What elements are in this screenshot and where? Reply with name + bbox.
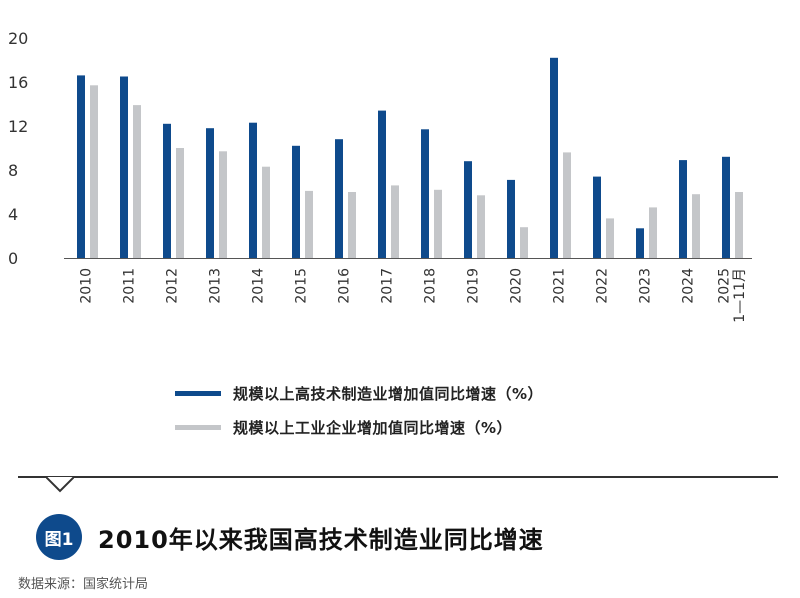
- x-axis: 2010 2011 2012 2013 2014 2015 2016 2017 2018 2019…: [64, 258, 752, 323]
- y-tick-label: 16: [8, 73, 28, 92]
- bar-high-tech: [679, 160, 687, 258]
- bar-high-tech: [120, 76, 128, 258]
- bar-high-tech: [550, 57, 558, 258]
- x-tick-label: 2021: [552, 268, 568, 304]
- y-tick-label: 0: [8, 249, 18, 268]
- bar-industrial: [262, 166, 270, 258]
- legend-swatch-high-tech: [175, 390, 221, 396]
- x-tick-label: 2024: [681, 268, 697, 304]
- bar-industrial: [434, 189, 442, 258]
- x-tick-label: 2013: [208, 268, 224, 304]
- caption-divider: [18, 476, 778, 478]
- bar-industrial: [692, 194, 700, 258]
- legend: 规模以上高技术制造业增加值同比增速（%） 规模以上工业企业增加值同比增速（%）: [175, 376, 543, 444]
- y-tick-label: 20: [8, 29, 28, 48]
- bar-high-tech: [636, 228, 644, 258]
- x-tick-label: 2020: [509, 268, 525, 304]
- bar-high-tech: [206, 128, 214, 258]
- bar-industrial: [305, 190, 313, 258]
- bar-industrial: [391, 185, 399, 258]
- bar-industrial: [176, 148, 184, 258]
- y-axis: 0 4 8 12 16 20: [8, 29, 28, 268]
- caption-notch-icon: [46, 477, 74, 493]
- x-tick-label: 2014: [251, 268, 267, 304]
- bar-industrial: [563, 152, 571, 258]
- y-tick-label: 12: [8, 117, 28, 136]
- bar-industrial: [649, 207, 657, 258]
- bar-high-tech: [722, 156, 730, 258]
- bar-high-tech: [421, 129, 429, 258]
- bar-industrial: [606, 218, 614, 258]
- bar-high-tech: [335, 139, 343, 258]
- legend-item-industrial: 规模以上工业企业增加值同比增速（%）: [175, 410, 543, 444]
- legend-label-industrial: 规模以上工业企业增加值同比增速（%）: [233, 418, 513, 437]
- x-tick-label: 2012: [165, 268, 181, 304]
- bar-high-tech: [77, 75, 85, 259]
- x-tick-label: 2022: [595, 268, 611, 304]
- x-tick-label: 2010: [79, 268, 95, 304]
- bar-industrial: [735, 192, 743, 258]
- bars: [77, 57, 743, 259]
- figure-title: 2010年以来我国高技术制造业同比增速: [98, 526, 544, 554]
- bar-high-tech: [593, 176, 601, 258]
- y-tick-label: 4: [8, 205, 18, 224]
- x-tick-label: 2023: [638, 268, 654, 304]
- bar-industrial: [520, 227, 528, 258]
- bar-industrial: [90, 85, 98, 258]
- bar-industrial: [477, 195, 485, 258]
- x-tick-label: 2017: [380, 268, 396, 304]
- x-tick-label: 2015: [294, 268, 310, 304]
- bar-industrial: [219, 151, 227, 258]
- x-tick-label: 20251—11月: [717, 268, 748, 323]
- bar-industrial: [348, 192, 356, 258]
- figure-caption: 图1 2010年以来我国高技术制造业同比增速 数据来源：国家统计局: [0, 470, 800, 598]
- x-tick-label: 2016: [337, 268, 353, 304]
- legend-item-high-tech: 规模以上高技术制造业增加值同比增速（%）: [175, 376, 543, 410]
- y-tick-label: 8: [8, 161, 18, 180]
- bar-industrial: [133, 105, 141, 258]
- bar-high-tech: [378, 110, 386, 258]
- legend-label-high-tech: 规模以上高技术制造业增加值同比增速（%）: [233, 384, 544, 403]
- bar-high-tech: [292, 145, 300, 258]
- bar-high-tech: [464, 161, 472, 258]
- data-source: 数据来源：国家统计局: [18, 577, 149, 592]
- legend-swatch-industrial: [175, 424, 221, 430]
- bar-high-tech: [507, 179, 515, 258]
- figure-badge: 图1: [36, 514, 82, 560]
- bar-high-tech: [249, 122, 257, 258]
- x-tick-label: 2018: [423, 268, 439, 304]
- bar-high-tech: [163, 123, 171, 258]
- x-tick-label: 2019: [466, 268, 482, 304]
- x-tick-label: 2011: [122, 268, 138, 304]
